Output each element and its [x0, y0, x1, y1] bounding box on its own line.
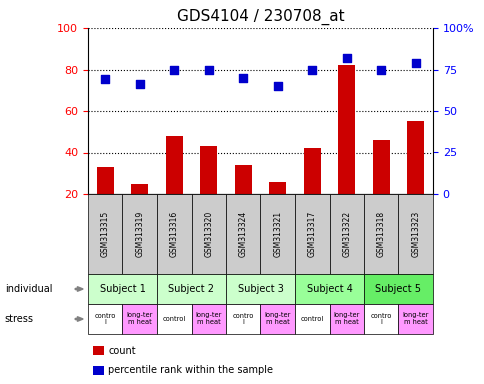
Text: GSM313315: GSM313315: [101, 211, 109, 257]
Bar: [303, 148, 320, 194]
Text: individual: individual: [5, 284, 52, 294]
Text: Subject 4: Subject 4: [306, 284, 352, 294]
Text: Subject 1: Subject 1: [99, 284, 145, 294]
Text: long-ter
m heat: long-ter m heat: [402, 313, 428, 326]
Text: GSM313324: GSM313324: [238, 211, 247, 257]
Text: Subject 3: Subject 3: [237, 284, 283, 294]
Text: GSM313321: GSM313321: [272, 211, 282, 257]
Bar: [372, 140, 389, 194]
Text: control: control: [162, 316, 185, 322]
Bar: [200, 146, 217, 194]
Text: GSM313319: GSM313319: [135, 211, 144, 257]
Text: GSM313316: GSM313316: [169, 211, 179, 257]
Point: [273, 83, 281, 89]
Text: GSM313317: GSM313317: [307, 211, 316, 257]
Text: count: count: [108, 346, 136, 356]
Text: long-ter
m heat: long-ter m heat: [333, 313, 359, 326]
Text: GSM313320: GSM313320: [204, 211, 213, 257]
Text: control: control: [300, 316, 323, 322]
Text: GSM313322: GSM313322: [342, 211, 350, 257]
Bar: [337, 65, 355, 194]
Text: percentile rank within the sample: percentile rank within the sample: [108, 366, 273, 376]
Bar: [131, 184, 148, 194]
Text: GSM313318: GSM313318: [376, 211, 385, 257]
Point: [377, 66, 384, 73]
Bar: [269, 182, 286, 194]
Text: GSM313323: GSM313323: [410, 211, 419, 257]
Text: contro
l: contro l: [232, 313, 254, 326]
Point: [170, 66, 178, 73]
Point: [101, 76, 109, 83]
Point: [308, 66, 316, 73]
Text: long-ter
m heat: long-ter m heat: [126, 313, 152, 326]
Text: Subject 5: Subject 5: [375, 284, 421, 294]
Text: long-ter
m heat: long-ter m heat: [264, 313, 290, 326]
Text: contro
l: contro l: [94, 313, 116, 326]
Point: [411, 60, 419, 66]
Point: [342, 55, 350, 61]
Point: [204, 66, 212, 73]
Bar: [165, 136, 182, 194]
Point: [239, 75, 247, 81]
Bar: [96, 167, 114, 194]
Bar: [406, 121, 424, 194]
Bar: [234, 165, 251, 194]
Text: contro
l: contro l: [370, 313, 391, 326]
Text: Subject 2: Subject 2: [168, 284, 214, 294]
Point: [136, 81, 143, 88]
Text: long-ter
m heat: long-ter m heat: [195, 313, 222, 326]
Text: stress: stress: [5, 314, 34, 324]
Title: GDS4104 / 230708_at: GDS4104 / 230708_at: [176, 9, 344, 25]
